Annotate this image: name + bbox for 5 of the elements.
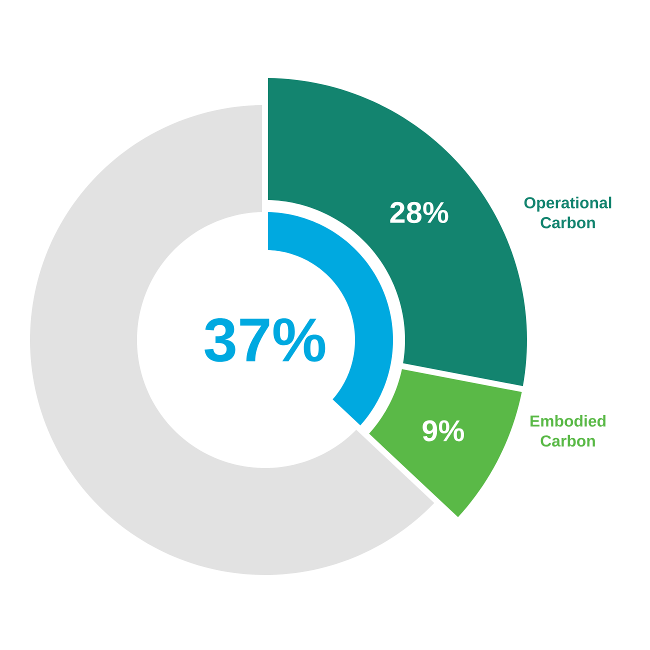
data-label: 28% xyxy=(390,202,448,224)
slice-label: Embodied Carbon xyxy=(530,414,606,447)
text: 37% xyxy=(204,318,326,362)
slice-label: Operational Carbon xyxy=(524,196,612,228)
data-label: 9% xyxy=(422,420,464,442)
